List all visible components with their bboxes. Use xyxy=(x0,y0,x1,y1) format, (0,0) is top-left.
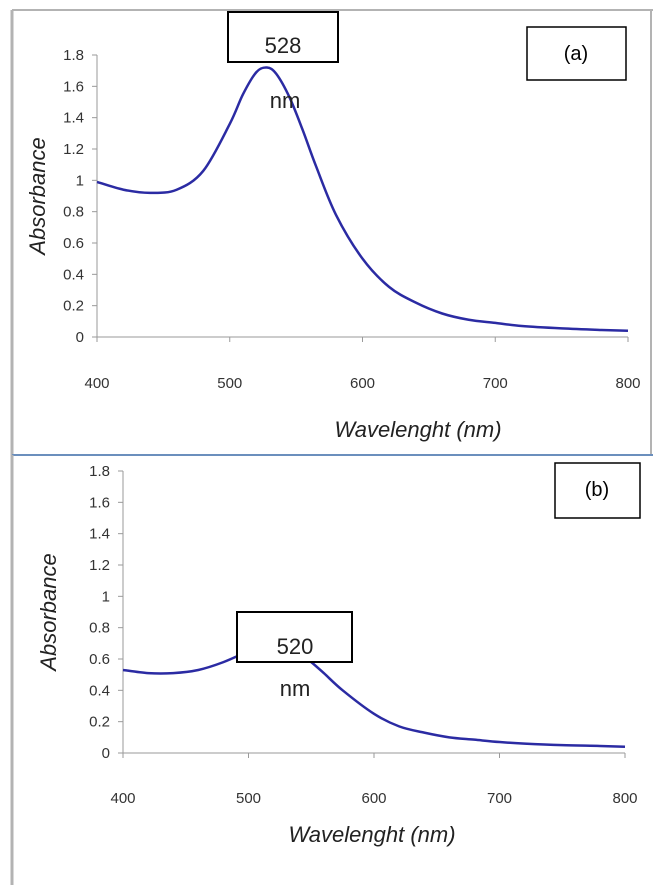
panel-a-y-tick-label: 1.2 xyxy=(63,141,84,158)
panel-b-x-tick-label: 500 xyxy=(236,790,261,807)
panel-b-y-tick-label: 1.6 xyxy=(89,494,110,511)
panel-b-y-tick-label: 0.4 xyxy=(89,682,110,699)
panel-a-y-tick-label: 1.6 xyxy=(63,78,84,95)
panel-a-y-ticks: 0 0.2 0.4 0.6 0.8 1 1.2 1.4 1.6 1.8 xyxy=(63,47,97,346)
panel-b-x-tick-label: 400 xyxy=(110,790,135,807)
panel-a-x-axis-title: Wavelenght (nm) xyxy=(334,417,501,442)
panel-a-y-tick-label: 0 xyxy=(76,329,84,346)
panel-a-peak-box xyxy=(227,11,339,63)
panel-a-absorbance-line xyxy=(96,66,629,332)
panel-a-x-tick-label: 500 xyxy=(217,375,242,392)
panel-b-x-axis: 400 500 600 700 800 xyxy=(110,752,638,807)
panel-b-x-ticks: 400 500 600 700 800 xyxy=(110,753,638,807)
panel-a-label-tag: (a) xyxy=(526,26,627,81)
panel-b-y-tick-label: 1.4 xyxy=(89,526,110,543)
panel-b-y-axis: 0 0.2 0.4 0.6 0.8 1 1.2 1.4 1.6 1.8 xyxy=(89,463,124,762)
figure-frame xyxy=(10,9,653,885)
panel-a-label-text: (a) xyxy=(564,43,588,65)
panel-b-label-tag: (b) xyxy=(554,462,641,519)
panel-a-peak-value: 528 xyxy=(265,33,302,58)
panel-b-y-tick-label: 0.2 xyxy=(89,714,110,731)
panel-b-x-tick-label: 600 xyxy=(361,790,386,807)
panel-a-y-tick-label: 1 xyxy=(76,172,84,189)
panel-a-series xyxy=(96,66,629,332)
panel-b-y-tick-label: 0.8 xyxy=(89,620,110,637)
panel-a-peak-unit: nm xyxy=(270,88,301,113)
panel-b-x-tick-label: 800 xyxy=(612,790,637,807)
panel-a-x-ticks: 400 500 600 700 800 xyxy=(84,337,641,392)
panel-a-chart: 0 0.2 0.4 0.6 0.8 1 1.2 1.4 1.6 1.8 400 500 600 700 8… xyxy=(25,11,641,442)
panel-a-x-axis: 400 500 600 700 800 xyxy=(84,336,641,392)
panel-b-peak-annotation: 520 nm xyxy=(236,611,353,701)
panel-a-x-tick-label: 400 xyxy=(84,375,109,392)
panel-b-peak-unit: nm xyxy=(280,676,311,701)
panel-b-peak-value: 520 xyxy=(277,634,314,659)
panel-b-y-tick-label: 1.2 xyxy=(89,557,110,574)
panel-a-y-tick-label: 0.2 xyxy=(63,298,84,315)
panel-b-y-ticks: 0 0.2 0.4 0.6 0.8 1 1.2 1.4 1.6 1.8 xyxy=(89,463,123,762)
panel-b-peak-box xyxy=(236,611,353,663)
panel-a-y-tick-label: 0.4 xyxy=(63,266,84,283)
panel-b-x-axis-title: Wavelenght (nm) xyxy=(288,822,455,847)
panel-b-y-tick-label: 1 xyxy=(102,588,110,605)
panel-a-y-tick-label: 0.8 xyxy=(63,204,84,221)
panel-b-series xyxy=(122,643,626,748)
panel-a-x-tick-label: 800 xyxy=(615,375,640,392)
panel-a-y-axis: 0 0.2 0.4 0.6 0.8 1 1.2 1.4 1.6 1.8 xyxy=(63,47,98,346)
panel-b-y-tick-label: 0.6 xyxy=(89,651,110,668)
panel-b-label-text: (b) xyxy=(585,479,609,501)
panel-a-peak-annotation: 528 nm xyxy=(227,11,339,113)
panel-a-y-tick-label: 0.6 xyxy=(63,235,84,252)
panel-b-x-tick-label: 700 xyxy=(487,790,512,807)
panel-a-x-tick-label: 600 xyxy=(350,375,375,392)
panel-a-y-axis-title: Absorbance xyxy=(25,137,50,256)
panel-a-label-box xyxy=(526,26,627,81)
panel-b-y-tick-label: 0 xyxy=(102,745,110,762)
panel-b-absorbance-line xyxy=(122,643,626,748)
panel-a-x-tick-label: 700 xyxy=(483,375,508,392)
panel-a-y-tick-label: 1.8 xyxy=(63,47,84,64)
panel-b-y-axis-title: Absorbance xyxy=(36,553,61,672)
panel-b-y-tick-label: 1.8 xyxy=(89,463,110,480)
panel-b-chart: 0 0.2 0.4 0.6 0.8 1 1.2 1.4 1.6 1.8 400 500 600 700 8… xyxy=(36,462,641,847)
panel-b-label-box xyxy=(554,462,641,519)
panel-a-y-tick-label: 1.4 xyxy=(63,110,84,127)
